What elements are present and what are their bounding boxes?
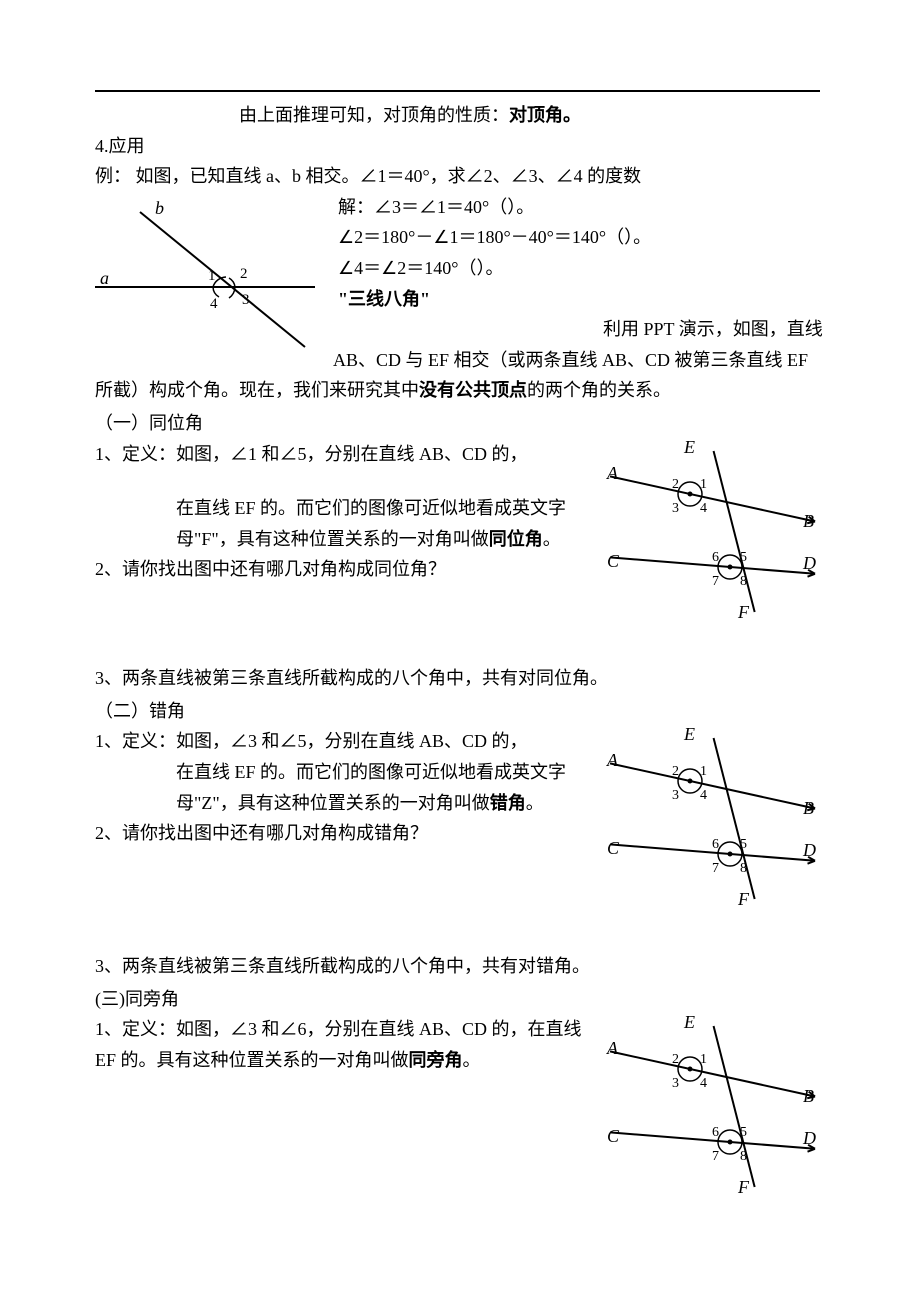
svg-text:7: 7 <box>712 861 719 876</box>
sec3-d1b: 同旁角 <box>409 1050 463 1070</box>
svg-text:2: 2 <box>672 764 679 779</box>
sec1-q3: 3、两条直线被第三条直线所截构成的八个角中，共有对同位角。 <box>95 663 825 694</box>
conclusion-line: 由上面推理可知，对顶角的性质：对顶角。 <box>95 100 825 131</box>
svg-text:5: 5 <box>740 837 747 852</box>
lbl-a: a <box>100 268 109 288</box>
svg-text:C: C <box>607 838 620 858</box>
app-heading: 4.应用 <box>95 131 825 162</box>
svg-text:8: 8 <box>740 574 747 589</box>
svg-text:7: 7 <box>712 1149 719 1164</box>
figure-eight-2: ABCDEF12345678 <box>595 726 825 921</box>
sec1-d2c: 。 <box>543 529 561 549</box>
conclusion-prefix: 由上面推理可知，对顶角的性质： <box>239 105 509 125</box>
sec3-d1a: 1、定义：如图，∠3 和∠6，分别在直线 AB、CD 的，在直线 EF 的。具有… <box>95 1019 582 1070</box>
svg-text:6: 6 <box>712 550 719 565</box>
conclusion-bold: 对顶角。 <box>509 105 581 125</box>
svg-text:F: F <box>737 602 750 622</box>
sec3-d1c: 。 <box>463 1050 481 1070</box>
sec1-title: （一）同位角 <box>95 408 825 439</box>
lbl-b: b <box>155 198 164 218</box>
lbl-1: 1 <box>208 268 216 284</box>
ppt-tail: 的两个角的关系。 <box>527 380 671 400</box>
svg-text:4: 4 <box>700 501 707 516</box>
svg-text:6: 6 <box>712 837 719 852</box>
figure-ab: a b 1 2 3 4 <box>95 192 315 362</box>
svg-text:7: 7 <box>712 574 719 589</box>
svg-text:A: A <box>606 1038 619 1058</box>
top-rule <box>95 90 820 92</box>
ppt-bold: 没有公共顶点 <box>419 380 527 400</box>
svg-text:C: C <box>607 1126 620 1146</box>
svg-text:E: E <box>683 439 695 457</box>
svg-text:6: 6 <box>712 1125 719 1140</box>
content: 由上面推理可知，对顶角的性质：对顶角。 4.应用 例： 如图，已知直线 a、b … <box>95 100 825 1215</box>
sec2-q3: 3、两条直线被第三条直线所截构成的八个角中，共有对错角。 <box>95 951 825 982</box>
example-line: 例： 如图，已知直线 a、b 相交。∠1＝40°，求∠2、∠3、∠4 的度数 <box>95 161 825 192</box>
svg-text:B: B <box>803 798 814 818</box>
svg-text:B: B <box>803 511 814 531</box>
lbl-4: 4 <box>210 296 218 312</box>
sec1-d2b: 同位角 <box>489 529 543 549</box>
svg-text:3: 3 <box>672 501 679 516</box>
figure-eight-1: ABCDEF12345678 <box>595 439 825 634</box>
lbl-2: 2 <box>240 266 248 282</box>
svg-text:5: 5 <box>740 550 747 565</box>
svg-text:F: F <box>737 889 750 909</box>
svg-text:3: 3 <box>672 1076 679 1091</box>
svg-text:2: 2 <box>672 477 679 492</box>
sec2-d2c: 。 <box>526 793 544 813</box>
figure-eight-3: ABCDEF12345678 <box>595 1014 825 1209</box>
svg-text:4: 4 <box>700 1076 707 1091</box>
sec2-d2b: 错角 <box>490 793 526 813</box>
figure-ab-svg: a b 1 2 3 4 <box>95 192 315 352</box>
svg-text:8: 8 <box>740 1149 747 1164</box>
svg-text:5: 5 <box>740 1125 747 1140</box>
svg-text:E: E <box>683 1014 695 1032</box>
svg-text:E: E <box>683 726 695 744</box>
page: 由上面推理可知，对顶角的性质：对顶角。 4.应用 例： 如图，已知直线 a、b … <box>0 0 920 1300</box>
sec2-title: （二）错角 <box>95 696 825 727</box>
lbl-3: 3 <box>242 292 250 308</box>
svg-text:8: 8 <box>740 861 747 876</box>
svg-text:A: A <box>606 750 619 770</box>
svg-text:3: 3 <box>672 788 679 803</box>
svg-text:B: B <box>803 1086 814 1106</box>
svg-text:F: F <box>737 1177 750 1197</box>
svg-text:C: C <box>607 551 620 571</box>
svg-text:4: 4 <box>700 788 707 803</box>
svg-text:1: 1 <box>700 764 707 779</box>
svg-text:1: 1 <box>700 1052 707 1067</box>
sec3-title: (三)同旁角 <box>95 984 825 1015</box>
svg-text:A: A <box>606 463 619 483</box>
svg-text:1: 1 <box>700 477 707 492</box>
svg-text:2: 2 <box>672 1052 679 1067</box>
